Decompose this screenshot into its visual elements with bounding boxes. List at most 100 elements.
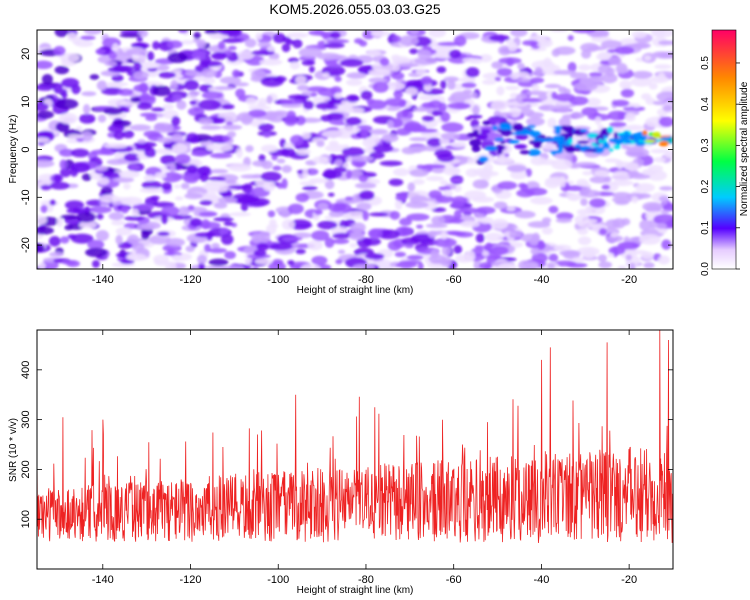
- heatmap-cell: [449, 231, 466, 236]
- heatmap-cell: [570, 72, 589, 80]
- heatmap-cell: [648, 82, 658, 90]
- heatmap-signal-cell: [584, 148, 598, 152]
- heatmap-cell: [296, 84, 310, 91]
- heatmap-cell: [298, 47, 323, 58]
- heatmap-cell: [586, 45, 607, 51]
- heatmap-cell: [138, 82, 149, 94]
- heatmap-cell: [328, 210, 344, 218]
- heatmap-cell: [508, 41, 518, 52]
- heatmap-cell: [37, 84, 55, 91]
- heatmap-cell: [506, 164, 527, 173]
- heatmap-cell: [632, 103, 641, 108]
- heatmap-cell: [643, 55, 652, 62]
- heatmap-cell: [558, 86, 568, 94]
- heatmap-cell: [371, 61, 396, 73]
- heatmap-cell: [103, 143, 128, 149]
- heatmap-cell: [534, 66, 543, 76]
- heatmap-cell: [81, 173, 92, 181]
- heatmap-cell: [306, 86, 329, 93]
- heatmap-cell: [359, 190, 375, 201]
- heatmap-cell: [531, 252, 548, 264]
- heatmap-cell: [594, 170, 609, 177]
- snr-x-tick-label: -60: [446, 574, 462, 586]
- heatmap-cell: [49, 181, 70, 190]
- heatmap-cell: [372, 144, 394, 153]
- heatmap-cell: [564, 185, 587, 192]
- heatmap-cell: [122, 130, 135, 139]
- heatmap-cell: [641, 93, 652, 101]
- heatmap-cell: [611, 179, 634, 187]
- heatmap-cell: [342, 105, 354, 114]
- heatmap-cell: [169, 162, 176, 174]
- heatmap-cell: [167, 52, 188, 63]
- heatmap-cell: [221, 124, 243, 130]
- heatmap-cell: [256, 102, 266, 108]
- snr-y-tick-label: 200: [20, 460, 32, 478]
- heatmap-cell: [614, 46, 635, 55]
- heatmap-cell: [129, 124, 152, 131]
- heatmap-cell: [421, 76, 433, 86]
- heatmap-cell: [388, 178, 404, 187]
- heatmap-signal-cell: [574, 143, 582, 148]
- heatmap-cell: [417, 49, 432, 60]
- heatmap-cell: [666, 219, 673, 228]
- heatmap-cell: [95, 230, 110, 241]
- snr-y-tick-label: 400: [20, 361, 32, 379]
- heatmap-cell: [643, 262, 655, 269]
- heatmap-y-tick-label: 0: [20, 146, 32, 152]
- heatmap-cell: [544, 83, 562, 89]
- heatmap-cell: [345, 94, 360, 103]
- heatmap-cell: [635, 183, 655, 193]
- heatmap-cell: [555, 218, 572, 223]
- heatmap-cell: [539, 105, 550, 110]
- heatmap-cell: [60, 214, 79, 220]
- heatmap-cell: [300, 263, 321, 269]
- heatmap-cell: [554, 46, 576, 56]
- heatmap-cell: [369, 128, 389, 135]
- heatmap-cell: [531, 232, 541, 244]
- heatmap-cell: [598, 228, 607, 235]
- heatmap-cell: [37, 60, 53, 70]
- heatmap-cell: [141, 180, 162, 190]
- heatmap-cell: [440, 111, 451, 123]
- heatmap-cell: [575, 162, 597, 167]
- heatmap-cell: [350, 155, 374, 162]
- heatmap-cell: [518, 260, 532, 269]
- heatmap-cell: [553, 69, 577, 75]
- heatmap-cell: [56, 216, 63, 228]
- heatmap-signal-cell: [500, 140, 506, 145]
- heatmap-cell: [656, 91, 673, 102]
- heatmap-cell: [171, 115, 181, 126]
- heatmap-cell: [431, 215, 445, 225]
- heatmap-cell: [451, 141, 467, 148]
- heatmap-cell: [208, 176, 226, 182]
- heatmap-cell: [354, 159, 365, 168]
- heatmap-cell: [287, 203, 304, 215]
- heatmap-cell: [418, 94, 436, 101]
- heatmap-cell: [362, 210, 369, 221]
- heatmap-cell: [220, 227, 229, 236]
- heatmap-cell: [531, 60, 555, 71]
- heatmap-cell: [481, 172, 491, 182]
- heatmap-cell: [184, 79, 199, 91]
- heatmap-cell: [364, 253, 385, 260]
- heatmap-cell: [334, 159, 343, 167]
- heatmap-cell: [658, 195, 669, 202]
- heatmap-cell: [481, 250, 490, 257]
- heatmap-cell: [338, 126, 361, 134]
- heatmap-signal-cell: [519, 150, 531, 155]
- heatmap-cell: [346, 79, 363, 86]
- heatmap-cell: [601, 184, 611, 190]
- heatmap-cell: [251, 266, 259, 269]
- heatmap-cell: [664, 150, 673, 159]
- heatmap-cell: [154, 148, 175, 154]
- heatmap-signal-cell: [482, 120, 491, 126]
- heatmap-cell: [620, 88, 635, 98]
- heatmap-cell: [60, 236, 70, 244]
- heatmap-cell: [172, 254, 182, 262]
- heatmap-signal-cell: [531, 135, 538, 139]
- heatmap-y-label: Frequency (Hz): [8, 115, 19, 184]
- heatmap-signal-cell: [644, 139, 657, 143]
- heatmap-cell: [133, 62, 142, 71]
